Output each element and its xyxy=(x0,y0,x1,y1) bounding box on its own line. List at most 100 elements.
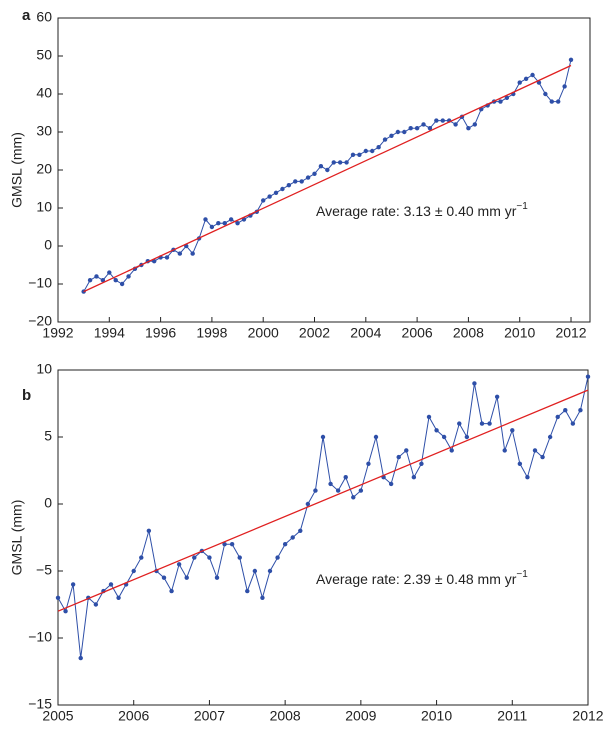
data-point xyxy=(164,255,170,260)
panel-label: b xyxy=(22,387,31,404)
data-point xyxy=(563,408,568,413)
data-point xyxy=(549,99,554,104)
x-tick-label: 1994 xyxy=(94,325,125,341)
data-point xyxy=(267,568,273,574)
data-point xyxy=(562,84,567,89)
data-point xyxy=(498,99,503,104)
data-point xyxy=(358,488,364,493)
data-point xyxy=(464,434,470,440)
annotation: Average rate: 2.39 ± 0.48 mm yr−1 xyxy=(316,569,528,587)
data-point xyxy=(426,414,432,420)
annotation-superscript: −1 xyxy=(516,569,528,580)
x-tick-label: 2006 xyxy=(118,708,149,724)
data-point xyxy=(237,555,242,560)
y-tick-label: −20 xyxy=(28,313,52,329)
data-point xyxy=(176,562,182,567)
x-tick-label: 2010 xyxy=(421,708,452,724)
data-point xyxy=(389,133,394,138)
data-point xyxy=(540,454,545,460)
data-point xyxy=(126,274,131,279)
data-point xyxy=(190,251,195,256)
data-point xyxy=(261,198,266,203)
data-point xyxy=(578,408,583,413)
data-point xyxy=(441,434,447,440)
data-point xyxy=(517,80,522,85)
data-point xyxy=(343,475,348,480)
data-point xyxy=(305,175,311,180)
series-line xyxy=(83,64,572,293)
data-point xyxy=(376,145,381,150)
data-point xyxy=(260,595,265,600)
data-point xyxy=(525,475,530,480)
data-point xyxy=(404,448,409,453)
data-point xyxy=(229,542,235,547)
data-point xyxy=(305,501,311,507)
x-tick-label: 2004 xyxy=(350,325,381,341)
annotation-superscript: −1 xyxy=(516,201,528,212)
x-tick-label: 2009 xyxy=(345,708,376,724)
plot-frame xyxy=(57,369,589,706)
data-point xyxy=(275,555,280,560)
y-tick-label: −5 xyxy=(36,562,52,578)
data-point xyxy=(298,528,303,533)
data-point xyxy=(216,221,221,226)
data-point xyxy=(214,575,220,580)
x-tick-label: 2010 xyxy=(504,325,535,341)
data-point xyxy=(139,555,144,560)
x-tick-label: 2011 xyxy=(497,708,527,724)
y-tick-label: 60 xyxy=(36,9,52,25)
data-point xyxy=(570,421,576,426)
data-point xyxy=(222,542,227,547)
data-point xyxy=(434,118,439,123)
data-point xyxy=(585,374,591,379)
data-point xyxy=(472,381,477,386)
x-tick-label: 2006 xyxy=(402,325,433,341)
data-point xyxy=(523,76,529,82)
data-point xyxy=(502,448,507,453)
x-tick-label: 2000 xyxy=(248,325,279,341)
data-point xyxy=(70,582,76,587)
x-tick-label: 1992 xyxy=(42,325,73,341)
annotation-text: Average rate: 2.39 ± 0.48 mm yr xyxy=(316,571,517,587)
data-point xyxy=(402,129,407,135)
data-point xyxy=(543,91,548,97)
data-point xyxy=(351,495,356,500)
data-point xyxy=(282,542,288,547)
data-point xyxy=(116,595,121,600)
data-point xyxy=(457,421,462,426)
series-line xyxy=(83,59,572,292)
data-point xyxy=(547,434,553,440)
data-point xyxy=(63,609,68,614)
y-axis-label: GMSL (mm) xyxy=(9,500,25,576)
y-tick-label: −10 xyxy=(28,629,52,645)
data-point xyxy=(421,122,426,127)
data-point xyxy=(453,122,458,127)
data-point xyxy=(414,126,420,131)
data-point xyxy=(100,278,106,283)
data-point xyxy=(434,428,439,433)
data-point xyxy=(350,152,356,157)
data-point xyxy=(320,434,326,440)
data-point xyxy=(331,160,336,165)
y-tick-label: 10 xyxy=(36,361,52,377)
data-point xyxy=(487,421,492,426)
data-point xyxy=(207,555,212,560)
x-tick-label: 2007 xyxy=(194,708,225,724)
data-point xyxy=(395,129,401,135)
y-tick-label: −10 xyxy=(28,275,52,291)
annotation-text: Average rate: 3.13 ± 0.40 mm yr xyxy=(316,203,517,219)
data-point xyxy=(290,535,295,540)
y-axis-label: GMSL (mm) xyxy=(9,132,25,208)
data-point xyxy=(177,251,183,256)
data-point xyxy=(131,568,136,574)
data-point xyxy=(449,448,454,453)
data-point xyxy=(440,118,445,123)
data-point xyxy=(93,602,99,607)
x-tick-label: 2012 xyxy=(572,708,603,724)
data-point xyxy=(532,448,538,453)
data-point xyxy=(530,72,535,78)
data-point xyxy=(411,475,417,480)
data-point xyxy=(328,481,333,487)
data-point xyxy=(366,461,371,466)
